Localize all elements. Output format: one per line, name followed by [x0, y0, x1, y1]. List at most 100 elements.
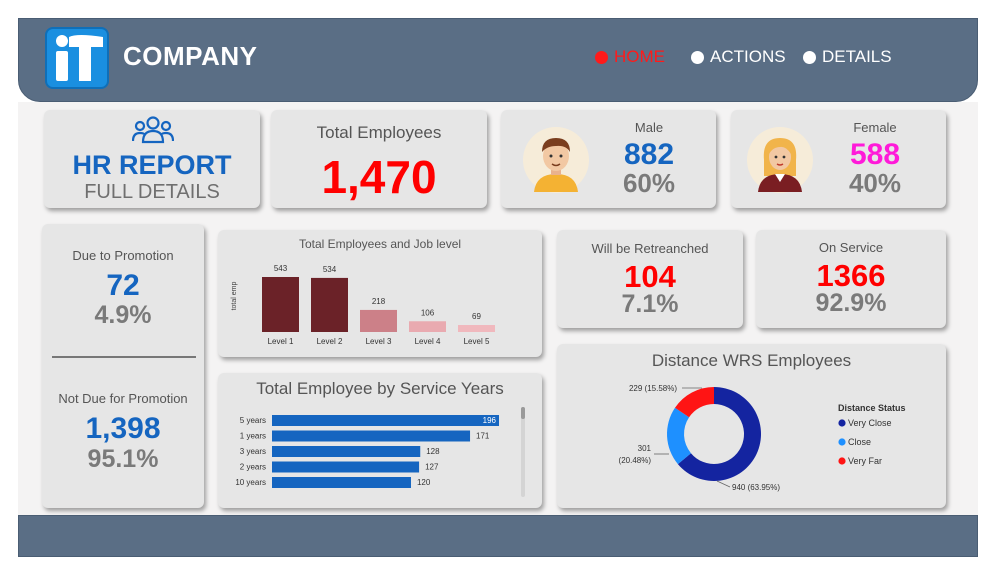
- retrenched-card: Will be Retreanched 104 7.1%: [557, 230, 743, 328]
- job-level-chart-card: Total Employees and Job level total emp …: [218, 230, 542, 357]
- distance-legend-item[interactable]: Very Close: [848, 418, 892, 428]
- job-level-bar[interactable]: [311, 277, 348, 332]
- on-service-card: On Service 1366 92.9%: [756, 230, 946, 328]
- job-level-value-label: 543: [274, 264, 288, 273]
- service-years-value-label: 127: [425, 463, 439, 472]
- nav-details-label: DETAILS: [822, 47, 892, 66]
- nav-home-dot-icon: [595, 50, 608, 64]
- bottom-footer: [18, 515, 978, 557]
- distance-donut-slice[interactable]: [677, 387, 761, 481]
- nav-home-label: HOME: [614, 47, 665, 66]
- distance-donut-slice[interactable]: [674, 387, 714, 418]
- nav-actions-dot-icon: [691, 50, 704, 64]
- service-years-bar[interactable]: [272, 446, 421, 457]
- nav-home[interactable]: HOME: [595, 47, 665, 67]
- due-promotion-label: Due to Promotion: [72, 248, 174, 263]
- male-value: 882: [623, 138, 675, 171]
- hr-report-card: HR REPORT FULL DETAILS: [44, 110, 260, 208]
- hr-report-title: HR REPORT: [72, 150, 232, 180]
- nav-details[interactable]: DETAILS: [803, 47, 892, 67]
- distance-legend-dot: [838, 457, 846, 465]
- job-level-value-label: 218: [372, 297, 386, 306]
- female-avatar-icon: [747, 127, 813, 193]
- job-level-category-label: Level 1: [268, 337, 294, 346]
- distance-legend-item[interactable]: Close: [848, 437, 871, 447]
- distance-legend-title: Distance Status: [838, 403, 906, 413]
- service-years-bar[interactable]: [272, 461, 420, 473]
- service-years-category-label: 2 years: [240, 463, 266, 472]
- job-level-category-label: Level 2: [317, 337, 343, 346]
- job-level-category-label: Level 4: [415, 337, 441, 346]
- due-promotion-percent: 4.9%: [94, 301, 152, 329]
- retrenched-label: Will be Retreanched: [591, 241, 709, 256]
- retrenched-value: 104: [624, 259, 676, 294]
- service-years-category-label: 5 years: [240, 416, 266, 425]
- not-due-promotion-value: 1,398: [85, 412, 161, 445]
- service-years-bar[interactable]: [272, 477, 411, 488]
- service-years-category-label: 3 years: [240, 447, 266, 456]
- donut-label-very-far: 229 (15.58%): [629, 384, 677, 393]
- female-label: Female: [853, 120, 897, 135]
- distance-chart-card: Distance WRS Employees Distance Status 2…: [557, 344, 946, 508]
- company-name: COMPANY: [123, 41, 258, 71]
- total-employees-value: 1,470: [321, 151, 437, 203]
- service-years-value-label: 196: [483, 416, 497, 425]
- job-level-chart-title: Total Employees and Job level: [298, 237, 462, 251]
- not-due-promotion-percent: 95.1%: [87, 445, 159, 473]
- total-employees-label: Total Employees: [316, 123, 442, 142]
- female-card: Female 588 40%: [731, 110, 946, 208]
- donut-leader-line: [716, 480, 731, 488]
- it-logo: [45, 27, 109, 89]
- service-years-chart-card: Total Employee by Service Years 5 years 1…: [218, 373, 542, 508]
- job-level-category-label: Level 3: [366, 337, 392, 346]
- service-years-bar[interactable]: [272, 415, 499, 426]
- job-level-value-label: 534: [323, 265, 337, 274]
- male-card: Male 882 60%: [501, 110, 716, 208]
- distance-legend-dot: [838, 438, 846, 446]
- on-service-label: On Service: [818, 240, 884, 255]
- retrenched-percent: 7.1%: [621, 290, 679, 318]
- job-level-bar[interactable]: [409, 321, 446, 332]
- promotion-divider: [52, 356, 196, 358]
- female-percent: 40%: [848, 168, 902, 198]
- service-years-value-label: 128: [426, 447, 440, 456]
- job-level-category-label: Level 5: [464, 337, 490, 346]
- nav-actions-label: ACTIONS: [710, 47, 786, 66]
- service-years-value-label: 171: [476, 432, 490, 441]
- promotion-card: Due to Promotion 72 4.9% Not Due for Pro…: [42, 224, 204, 508]
- job-level-bar[interactable]: [262, 277, 299, 332]
- service-years-category-label: 1 years: [240, 432, 266, 441]
- total-employees-card: Total Employees 1,470: [271, 110, 487, 208]
- service-years-chart-title: Total Employee by Service Years: [256, 379, 504, 398]
- service-years-category-label: 10 years: [235, 478, 266, 487]
- on-service-value: 1366: [816, 258, 886, 293]
- job-level-value-label: 106: [421, 308, 435, 317]
- distance-donut-slice[interactable]: [667, 407, 691, 465]
- due-promotion-value: 72: [106, 269, 140, 302]
- job-level-bar[interactable]: [360, 309, 397, 332]
- distance-donut-chart: Distance Status 229 (15.58%) 301 (20.48%) 9…: [619, 384, 906, 492]
- job-level-bar[interactable]: [458, 325, 495, 332]
- service-years-scroll-thumb[interactable]: [521, 407, 525, 419]
- job-level-value-label: 69: [472, 312, 481, 321]
- service-years-value-label: 120: [417, 478, 431, 487]
- distance-legend-item[interactable]: Very Far: [848, 456, 882, 466]
- nav-details-dot-icon: [803, 50, 816, 64]
- donut-label-very-close: 940 (63.95%): [732, 483, 780, 492]
- service-years-chart: 5 years 196 1 years 171 3 years 128 2 years 127…: [235, 415, 499, 488]
- donut-label-close-pct: (20.48%): [619, 456, 652, 465]
- service-years-bar[interactable]: [272, 430, 471, 442]
- service-years-scrollbar[interactable]: [521, 407, 525, 497]
- male-label: Male: [634, 120, 664, 135]
- it-logo-graphic: [56, 35, 103, 81]
- male-percent: 60%: [622, 168, 676, 198]
- job-level-y-axis-label: total emp: [231, 281, 238, 310]
- not-due-promotion-label: Not Due for Promotion: [58, 391, 188, 406]
- distance-chart-title: Distance WRS Employees: [651, 351, 852, 370]
- nav-actions[interactable]: ACTIONS: [691, 47, 786, 67]
- on-service-percent: 92.9%: [815, 289, 887, 317]
- distance-legend-dot: [838, 419, 846, 427]
- donut-label-close-count: 301: [638, 444, 652, 453]
- people-group-icon: [132, 116, 174, 144]
- female-value: 588: [849, 138, 901, 171]
